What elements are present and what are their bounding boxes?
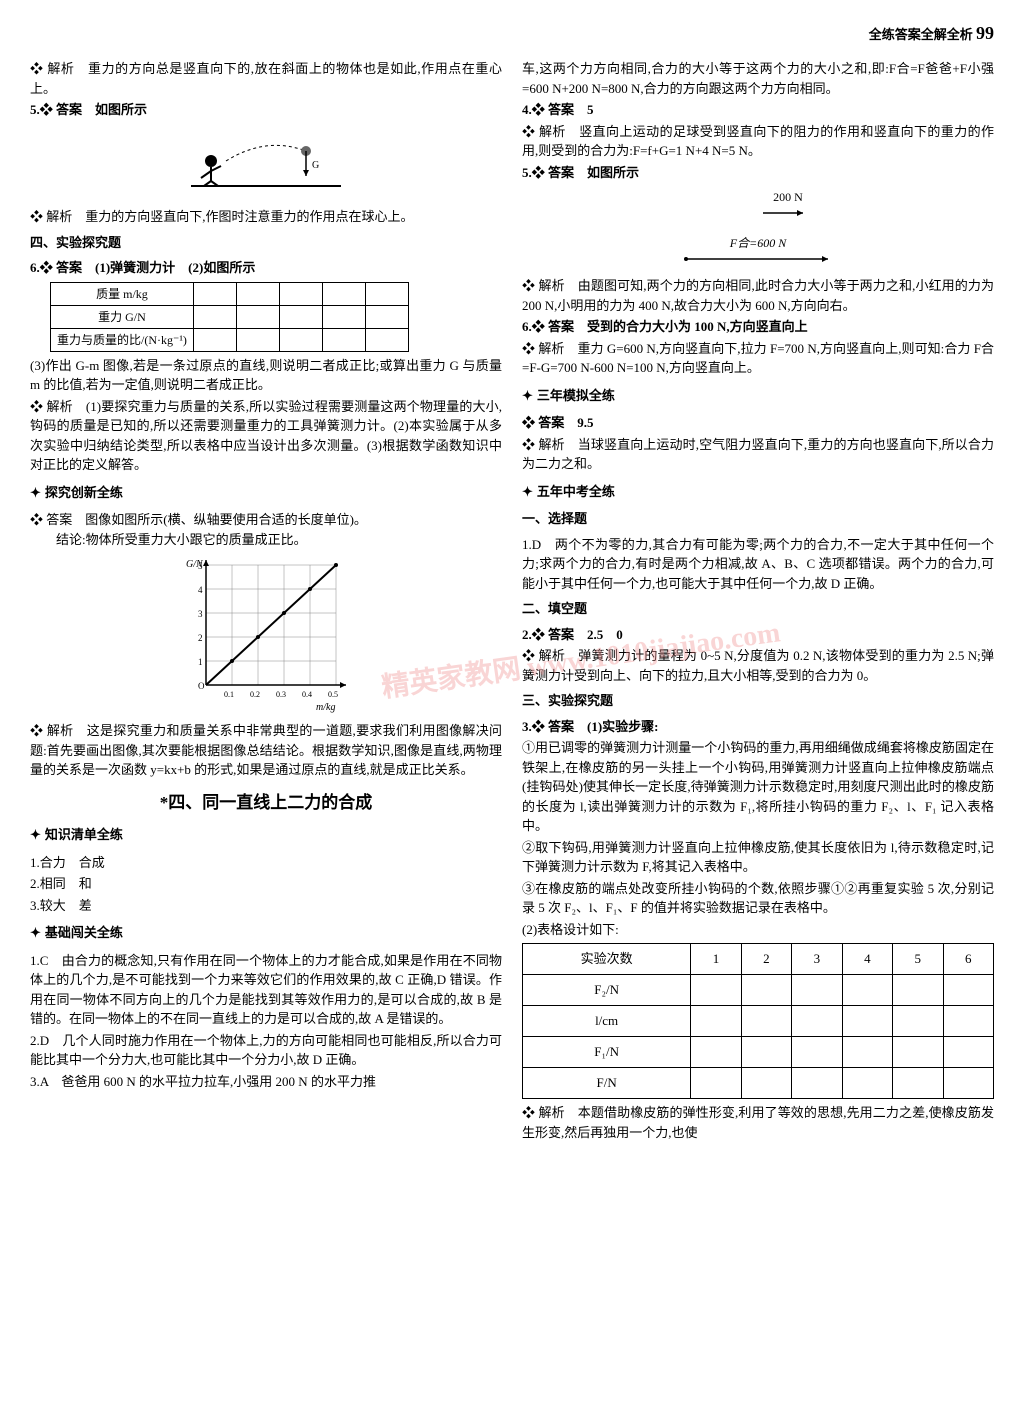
svg-text:2: 2 xyxy=(198,633,203,643)
svg-text:3: 3 xyxy=(198,609,203,619)
b1: 1.C 由合力的概念知,只有作用在同一个物体上的力才能合成,如果是作用在不同物体… xyxy=(30,951,502,1029)
svg-text:0.5: 0.5 xyxy=(328,690,338,699)
s1: 1.D 两个不为零的力,其合力有可能为零;两个力的合力,不一定大于其中任何一个力… xyxy=(522,535,994,594)
e3-2: ②取下钩码,用弹簧测力计竖直向上拉伸橡皮筋,使其长度依旧为 l,待示数稳定时,记… xyxy=(522,838,994,877)
q6-analysis: ❖ 解析 (1)要探究重力与质量的关系,所以实验过程需要测量这两个物理量的大小,… xyxy=(30,397,502,475)
exp-header: 3 xyxy=(792,944,842,975)
explore-analysis: ❖ 解析 这是探究重力和质量关系中非常典型的一道题,要求我们利用图像解决问题:首… xyxy=(30,721,502,780)
page-header: 全练答案全解全析 99 xyxy=(30,20,994,47)
right-column: 车,这两个力方向相同,合力的大小等于这两个力的大小之和,即:F合=F爸爸+F小强… xyxy=(522,57,994,1144)
table-row-label: 质量 m/kg xyxy=(51,282,194,305)
k3: 3.较大 差 xyxy=(30,896,502,916)
exp-header: 5 xyxy=(893,944,943,975)
r6: 6.❖ 答案 受到的合力大小为 100 N,方向竖直向上 xyxy=(522,317,994,337)
f2: 2.❖ 答案 2.5 0 xyxy=(522,625,994,645)
svg-text:m/kg: m/kg xyxy=(316,702,335,713)
section-four-exp: 四、实验探究题 xyxy=(30,233,502,253)
big-section-four: *四、同一直线上二力的合成 xyxy=(30,790,502,816)
e3: 3.❖ 答案 (1)实验步骤: xyxy=(522,717,994,737)
three-year-analysis: ❖ 解析 当球竖直向上运动时,空气阻力竖直向下,重力的方向也竖直向下,所以合力为… xyxy=(522,435,994,474)
svg-text:4: 4 xyxy=(198,585,203,595)
header-title: 全练答案全解全析 xyxy=(869,27,973,42)
exp-header: 2 xyxy=(741,944,791,975)
gm-chart: G/N O 1 2 3 4 5 0.1 0.2 0.3 0.4 0.5 m/kg xyxy=(176,555,356,715)
exp-row-label: l/cm xyxy=(523,1006,691,1037)
exp-row-label: F₁/N xyxy=(523,1037,691,1068)
section-knowledge: 知识清单全练 xyxy=(30,825,502,845)
f2-analysis: ❖ 解析 弹簧测力计的量程为 0~5 N,分度值为 0.2 N,该物体受到的重力… xyxy=(522,646,994,685)
svg-text:5: 5 xyxy=(198,561,203,571)
page-number: 99 xyxy=(976,23,994,43)
r1: 车,这两个力方向相同,合力的大小等于这两个力的大小之和,即:F合=F爸爸+F小强… xyxy=(522,59,994,98)
table-row-label: 重力 G/N xyxy=(51,305,194,328)
e3-analysis: ❖ 解析 本题借助橡皮筋的弹性形变,利用了等效的思想,先用二力之差,使橡皮筋发生… xyxy=(522,1103,994,1142)
select-title: 一、选择题 xyxy=(522,509,994,529)
e3-3: ③在橡皮筋的端点处改变所挂小钩码的个数,依照步骤①②再重复实验 5 次,分别记录… xyxy=(522,879,994,918)
fill-title: 二、填空题 xyxy=(522,599,994,619)
table-row-label: 重力与质量的比/(N·kg⁻¹) xyxy=(51,328,194,351)
svg-text:0.1: 0.1 xyxy=(224,690,234,699)
svg-text:G: G xyxy=(312,160,319,171)
e3-1: ①用已调零的弹簧测力计测量一个小钩码的重力,再用细绳做成绳套将橡皮筋固定在铁架上… xyxy=(522,738,994,836)
svg-text:O: O xyxy=(198,681,205,691)
section-three-year: 三年模拟全练 xyxy=(522,386,994,406)
force-diagram: 200 N F合=600 N xyxy=(522,188,994,270)
exp-title: 三、实验探究题 xyxy=(522,691,994,711)
r4-analysis: ❖ 解析 竖直向上运动的足球受到竖直向下的阻力的作用和竖直向下的重力的作用,则受… xyxy=(522,122,994,161)
exp-header: 6 xyxy=(943,944,994,975)
b3: 3.A 爸爸用 600 N 的水平拉力拉车,小强用 200 N 的水平力推 xyxy=(30,1072,502,1092)
svg-text:0.2: 0.2 xyxy=(250,690,260,699)
exp-row-label: F₂/N xyxy=(523,975,691,1006)
q5-analysis: ❖ 解析 重力的方向竖直向下,作图时注意重力的作用点在球心上。 xyxy=(30,207,502,227)
exp-header: 4 xyxy=(842,944,892,975)
r4: 4.❖ 答案 5 xyxy=(522,100,994,120)
svg-text:1: 1 xyxy=(198,657,203,667)
section-explore: 探究创新全练 xyxy=(30,483,502,503)
force-200-label: 200 N xyxy=(773,190,803,204)
three-year-ans: ❖ 答案 9.5 xyxy=(522,413,994,433)
explore-answer: ❖ 答案 图像如图所示(横、纵轴要使用合适的长度单位)。 结论:物体所受重力大小… xyxy=(30,510,502,549)
mass-gravity-table: 质量 m/kg 重力 G/N 重力与质量的比/(N·kg⁻¹) xyxy=(50,282,409,352)
section-basic: 基础闯关全练 xyxy=(30,923,502,943)
r5-analysis: ❖ 解析 由题图可知,两个力的方向相同,此时合力大小等于两力之和,小红用的力为 … xyxy=(522,276,994,315)
left-column: ❖ 解析 重力的方向总是竖直向下的,放在斜面上的物体也是如此,作用点在重心上。 … xyxy=(30,57,502,1144)
experiment-table: 实验次数 1 2 3 4 5 6 F₂/N l/cm F₁/N F/N xyxy=(522,943,994,1099)
exp-header: 实验次数 xyxy=(523,944,691,975)
r6-analysis: ❖ 解析 重力 G=600 N,方向竖直向下,拉力 F=700 N,方向竖直向上… xyxy=(522,339,994,378)
section-five-year: 五年中考全练 xyxy=(522,482,994,502)
analysis-gravity-direction: ❖ 解析 重力的方向总是竖直向下的,放在斜面上的物体也是如此,作用点在重心上。 xyxy=(30,59,502,98)
svg-text:0.4: 0.4 xyxy=(302,690,312,699)
k1: 1.合力 合成 xyxy=(30,853,502,873)
q6-answer: 6.❖ 答案 (1)弹簧测力计 (2)如图所示 xyxy=(30,258,502,278)
throw-figure: G xyxy=(30,126,502,202)
exp-row-label: F/N xyxy=(523,1068,691,1099)
e3-4: (2)表格设计如下: xyxy=(522,920,994,940)
force-fh-label: F合=600 N xyxy=(730,236,786,250)
q6-part3: (3)作出 G-m 图像,若是一条过原点的直线,则说明二者成正比;或算出重力 G… xyxy=(30,356,502,395)
r5: 5.❖ 答案 如图所示 xyxy=(522,163,994,183)
exp-header: 1 xyxy=(691,944,741,975)
k2: 2.相同 和 xyxy=(30,874,502,894)
q5-answer: 5.❖ 答案 如图所示 xyxy=(30,100,502,120)
svg-text:0.3: 0.3 xyxy=(276,690,286,699)
b2: 2.D 几个人同时施力作用在一个物体上,力的方向可能相同也可能相反,所以合力可能… xyxy=(30,1031,502,1070)
